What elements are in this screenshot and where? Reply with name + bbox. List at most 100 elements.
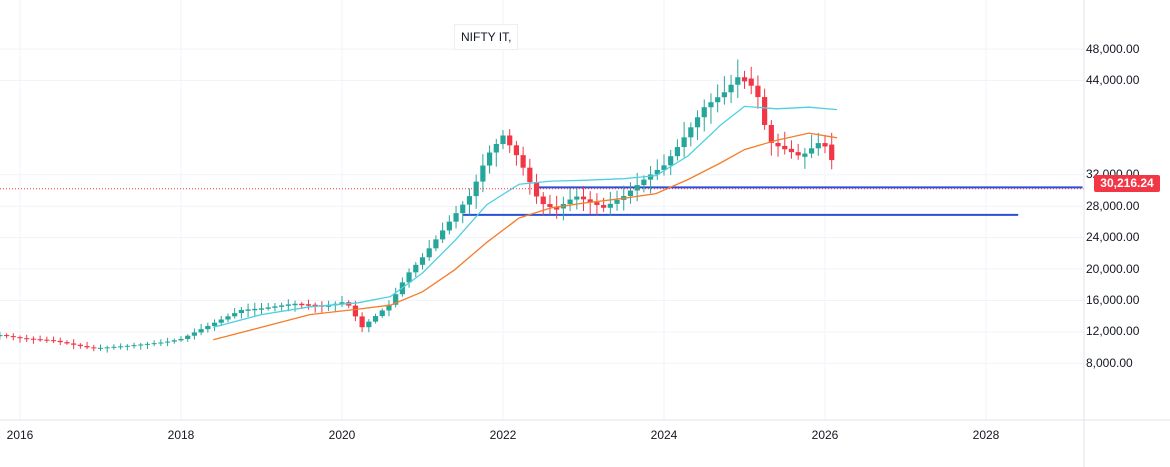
candle [688,127,694,138]
candle [446,221,452,231]
candle [379,310,385,317]
candle [641,179,647,186]
candle [829,144,835,161]
candle [178,338,184,341]
candle [0,335,3,337]
candle [84,346,90,348]
candle [607,203,613,208]
candle [715,97,721,103]
candle [185,335,191,339]
symbol-label[interactable]: NIFTY IT, [454,24,519,50]
candle [77,344,83,347]
candle [312,304,318,307]
candle [527,167,533,183]
candle [366,321,372,328]
ema-fast-line [213,105,838,328]
candle [158,342,164,344]
candle [24,338,30,340]
candle [694,117,701,128]
candle [762,97,768,126]
candle [292,303,298,306]
candle [500,135,506,145]
price-tick-label: 24,000.00 [1086,230,1140,245]
candle [211,322,218,326]
candle [486,152,493,166]
candle [232,313,238,317]
year-tick-label: 2020 [328,428,356,442]
candle [473,181,479,197]
support-lines[interactable] [462,186,1083,216]
candle [258,308,265,310]
candle [118,346,124,348]
year-tick-label: 2018 [167,428,195,442]
candle [225,316,231,320]
candle [64,342,70,344]
candle [393,294,399,305]
grid-lines [0,0,1084,420]
candle [191,332,198,336]
candle [634,185,640,191]
candle [91,347,97,349]
candle [480,165,486,182]
candle [674,147,681,157]
candle [782,145,788,150]
candle [520,155,526,168]
candle [547,204,553,207]
year-tick-label: 2022 [489,428,517,442]
price-tick-label: 28,000.00 [1086,198,1140,213]
candle [10,336,16,338]
price-tick-label: 20,000.00 [1086,261,1140,276]
candle [580,196,587,200]
candle [419,257,426,265]
candle [265,307,271,309]
candle [433,239,439,249]
candle [533,182,540,197]
candle [205,325,211,330]
candle [71,343,77,345]
candle [198,329,204,333]
year-tick-label: 2024 [650,428,678,442]
candle [37,339,43,341]
candle [788,148,795,153]
candle [802,153,808,157]
candle [493,144,499,153]
candle [279,305,285,307]
candle [755,85,761,98]
candle [587,199,593,203]
candle [701,107,707,118]
candle [681,137,687,148]
candle [627,190,634,196]
candle [44,339,50,341]
candle [372,316,379,322]
candle [57,340,63,343]
moving-averages [213,105,838,341]
year-tick-label: 2028 [972,428,1000,442]
year-tick-label: 2026 [811,428,839,442]
candle [3,335,10,337]
candle [721,92,727,98]
candle [285,304,291,306]
candle [808,148,815,154]
candle [440,230,446,240]
candle [768,125,774,143]
candle [453,213,459,222]
candle [97,347,104,349]
candle [775,142,781,147]
candles [0,59,835,353]
candle [795,152,801,156]
candle [554,206,560,210]
candle [741,77,748,82]
candle [654,169,660,175]
candle [413,264,419,273]
candle [647,174,654,180]
candle [252,308,258,311]
candle [30,338,37,340]
candle [124,345,130,347]
candle [359,316,365,328]
candle [540,196,546,205]
candle [735,77,741,85]
candle [171,340,177,342]
candle [460,204,466,214]
candle [406,272,412,283]
